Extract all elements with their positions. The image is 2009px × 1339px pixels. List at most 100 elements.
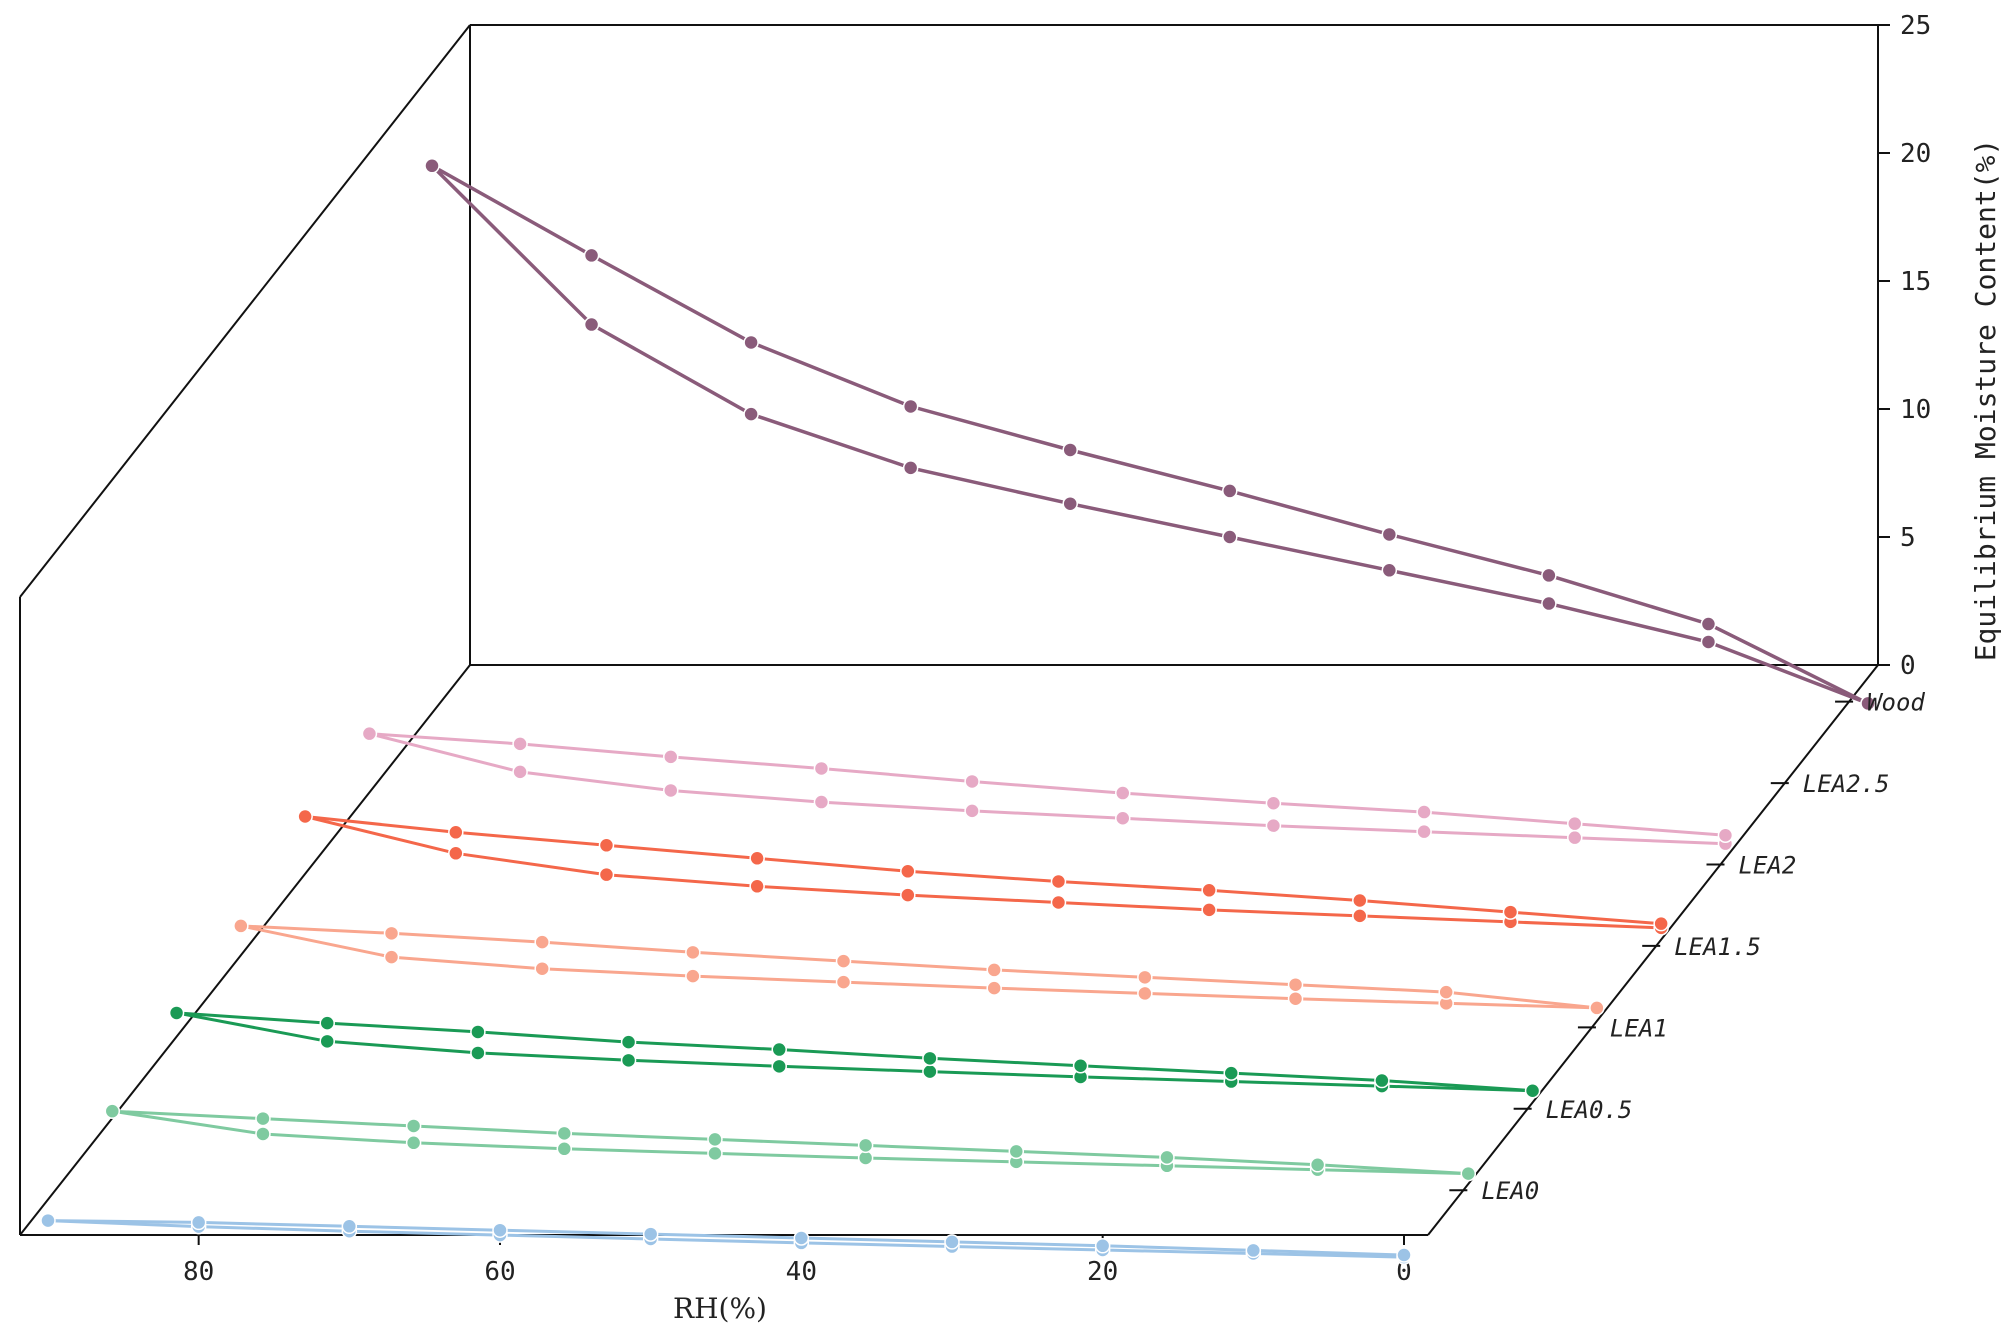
- data-point: [944, 1234, 960, 1250]
- series-lea2-5: LEA2.5: [361, 725, 1889, 852]
- data-point: [1860, 695, 1876, 712]
- series-line-adsorption: [47, 1219, 1405, 1259]
- series-label: LEA1.5: [1674, 933, 1761, 961]
- data-point: [1222, 529, 1238, 545]
- data-point: [1137, 985, 1153, 1002]
- data-point: [598, 837, 615, 854]
- x-tick-label: 40: [786, 1257, 817, 1287]
- data-point: [1374, 1072, 1390, 1089]
- data-point: [1352, 892, 1368, 909]
- data-point: [685, 944, 701, 961]
- data-point: [1567, 815, 1583, 832]
- data-point: [900, 863, 916, 880]
- series-label: Wood: [1867, 689, 1925, 717]
- data-point: [1062, 495, 1078, 512]
- data-point: [663, 749, 679, 765]
- series-line-adsorption: [369, 732, 1726, 846]
- data-point: [1589, 1000, 1605, 1016]
- floor-left-diagonal: [19, 664, 471, 1236]
- series-line-desorption: [431, 164, 1869, 705]
- series-label: LEA1: [1610, 1014, 1668, 1042]
- data-point: [964, 773, 980, 790]
- data-point: [771, 1058, 787, 1075]
- z-tick-label: 0: [1900, 651, 1916, 681]
- data-point: [1352, 908, 1368, 924]
- data-point: [1137, 969, 1153, 986]
- data-point: [749, 850, 765, 867]
- series-line-adsorption: [176, 1011, 1533, 1093]
- data-point: [40, 1212, 56, 1229]
- data-point: [900, 887, 916, 903]
- data-point: [813, 760, 830, 777]
- data-point: [255, 1126, 271, 1142]
- chart-labels: RH(%) Equilibrium Moisture Content(%): [673, 139, 2002, 1325]
- data-point: [319, 1033, 335, 1050]
- data-point: [383, 925, 400, 942]
- data-point: [1460, 1165, 1477, 1182]
- data-point: [1222, 483, 1238, 499]
- data-point: [341, 1218, 358, 1235]
- data-point: [902, 460, 919, 476]
- data-point: [1416, 823, 1432, 840]
- data-point: [297, 808, 313, 825]
- series-lea0: LEA0: [40, 1177, 1539, 1265]
- z-tick-label: 25: [1900, 11, 1931, 41]
- data-point: [405, 1118, 422, 1134]
- data-point: [1223, 1065, 1239, 1081]
- series-line-desorption: [112, 1109, 1469, 1176]
- data-point: [556, 1125, 573, 1142]
- series-line-adsorption: [304, 815, 1662, 930]
- data-point: [1700, 634, 1717, 650]
- data-point: [620, 1052, 637, 1069]
- data-point: [743, 334, 759, 351]
- data-point: [1381, 526, 1398, 543]
- series-line-desorption: [47, 1219, 1405, 1257]
- series-lea2: LEA2: [297, 808, 1797, 936]
- data-point: [1265, 795, 1282, 812]
- series-label: LEA2: [1739, 852, 1797, 880]
- data-point: [512, 764, 528, 780]
- data-point: [1541, 595, 1557, 612]
- data-point: [743, 406, 759, 422]
- data-point: [1502, 904, 1519, 920]
- data-point: [1008, 1143, 1025, 1160]
- data-point: [922, 1063, 938, 1080]
- series-lea1-5: LEA1.5: [233, 918, 1761, 1016]
- data-point: [383, 949, 400, 965]
- x-axis-label: RH(%): [673, 1292, 767, 1325]
- data-point: [620, 1034, 637, 1050]
- data-point: [556, 1141, 573, 1157]
- x-tick-label: 0: [1396, 1257, 1412, 1287]
- data-point: [1287, 976, 1304, 993]
- data-point: [319, 1015, 335, 1031]
- data-point: [707, 1145, 723, 1162]
- z-tick-label: 5: [1900, 523, 1916, 553]
- data-point: [1287, 990, 1304, 1007]
- data-point: [1700, 616, 1717, 632]
- data-point: [1050, 894, 1067, 911]
- data-point: [685, 968, 701, 984]
- x-tick-label: 80: [183, 1257, 214, 1287]
- data-point: [1541, 567, 1557, 584]
- series-wood: Wood: [424, 158, 1925, 717]
- series-layer: LEA0 LEA0.5 LEA1 LEA1.5 LEA2 LEA2.5 Wood: [40, 158, 1925, 1265]
- data-point: [964, 803, 980, 819]
- series-line-adsorption: [240, 924, 1597, 1010]
- data-point: [902, 398, 919, 415]
- data-point: [835, 974, 852, 990]
- data-point: [1265, 817, 1282, 834]
- z-tick-label: 10: [1900, 395, 1931, 425]
- z-axis-label: Equilibrium Moisture Content(%): [1969, 139, 2002, 662]
- data-point: [1062, 442, 1078, 458]
- data-point: [512, 736, 528, 752]
- data-point: [922, 1050, 938, 1067]
- floor-right-diagonal: [1427, 664, 1879, 1236]
- data-point: [986, 962, 1002, 978]
- data-point: [1309, 1157, 1326, 1173]
- data-point: [233, 918, 249, 934]
- data-point: [424, 158, 440, 174]
- data-point: [1653, 915, 1669, 932]
- series-line-adsorption: [430, 164, 1869, 706]
- data-point: [448, 845, 464, 862]
